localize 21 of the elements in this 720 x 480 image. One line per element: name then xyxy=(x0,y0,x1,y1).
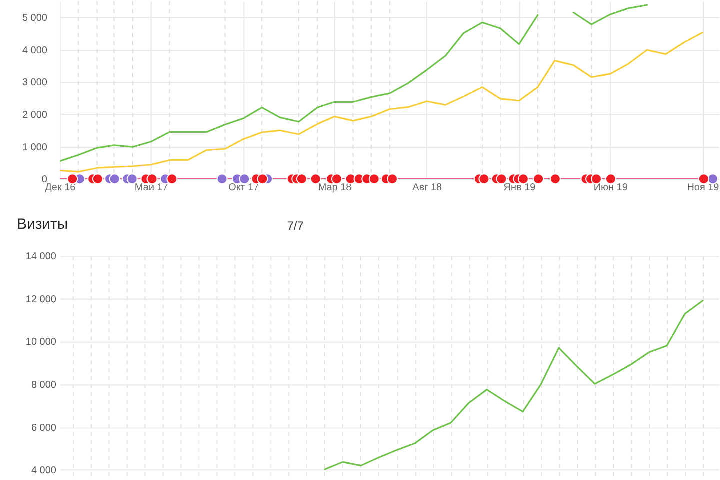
x-tick-label: Авг 18 xyxy=(412,182,443,194)
y-tick-label: 14 000 xyxy=(26,251,57,262)
y-tick-label: 10 000 xyxy=(26,337,57,348)
x-tick-label: Июн 19 xyxy=(594,182,628,194)
y-tick-label: 6 000 xyxy=(31,422,57,434)
y-tick-label: 5 000 xyxy=(22,12,48,24)
text: 7/7 xyxy=(287,219,304,234)
y-tick-label: 3 000 xyxy=(22,78,48,89)
y-tick-label: 1 000 xyxy=(22,142,48,154)
chart-title: Визиты xyxy=(16,216,68,234)
x-tick-label: Янв 19 xyxy=(504,182,536,194)
y-tick-label: 4 000 xyxy=(22,45,48,56)
y-tick-label: 8 000 xyxy=(31,380,57,391)
x-tick-label: Ноя 19 xyxy=(687,182,720,194)
y-tick-label: 2 000 xyxy=(22,110,48,121)
line-series xyxy=(60,32,704,173)
y-tick-label: 12 000 xyxy=(26,294,57,306)
x-tick-label: Мар 18 xyxy=(318,182,352,194)
y-tick-label: 4 000 xyxy=(31,466,57,477)
line-series xyxy=(324,300,704,470)
y-tick-label: 0 xyxy=(42,174,48,186)
